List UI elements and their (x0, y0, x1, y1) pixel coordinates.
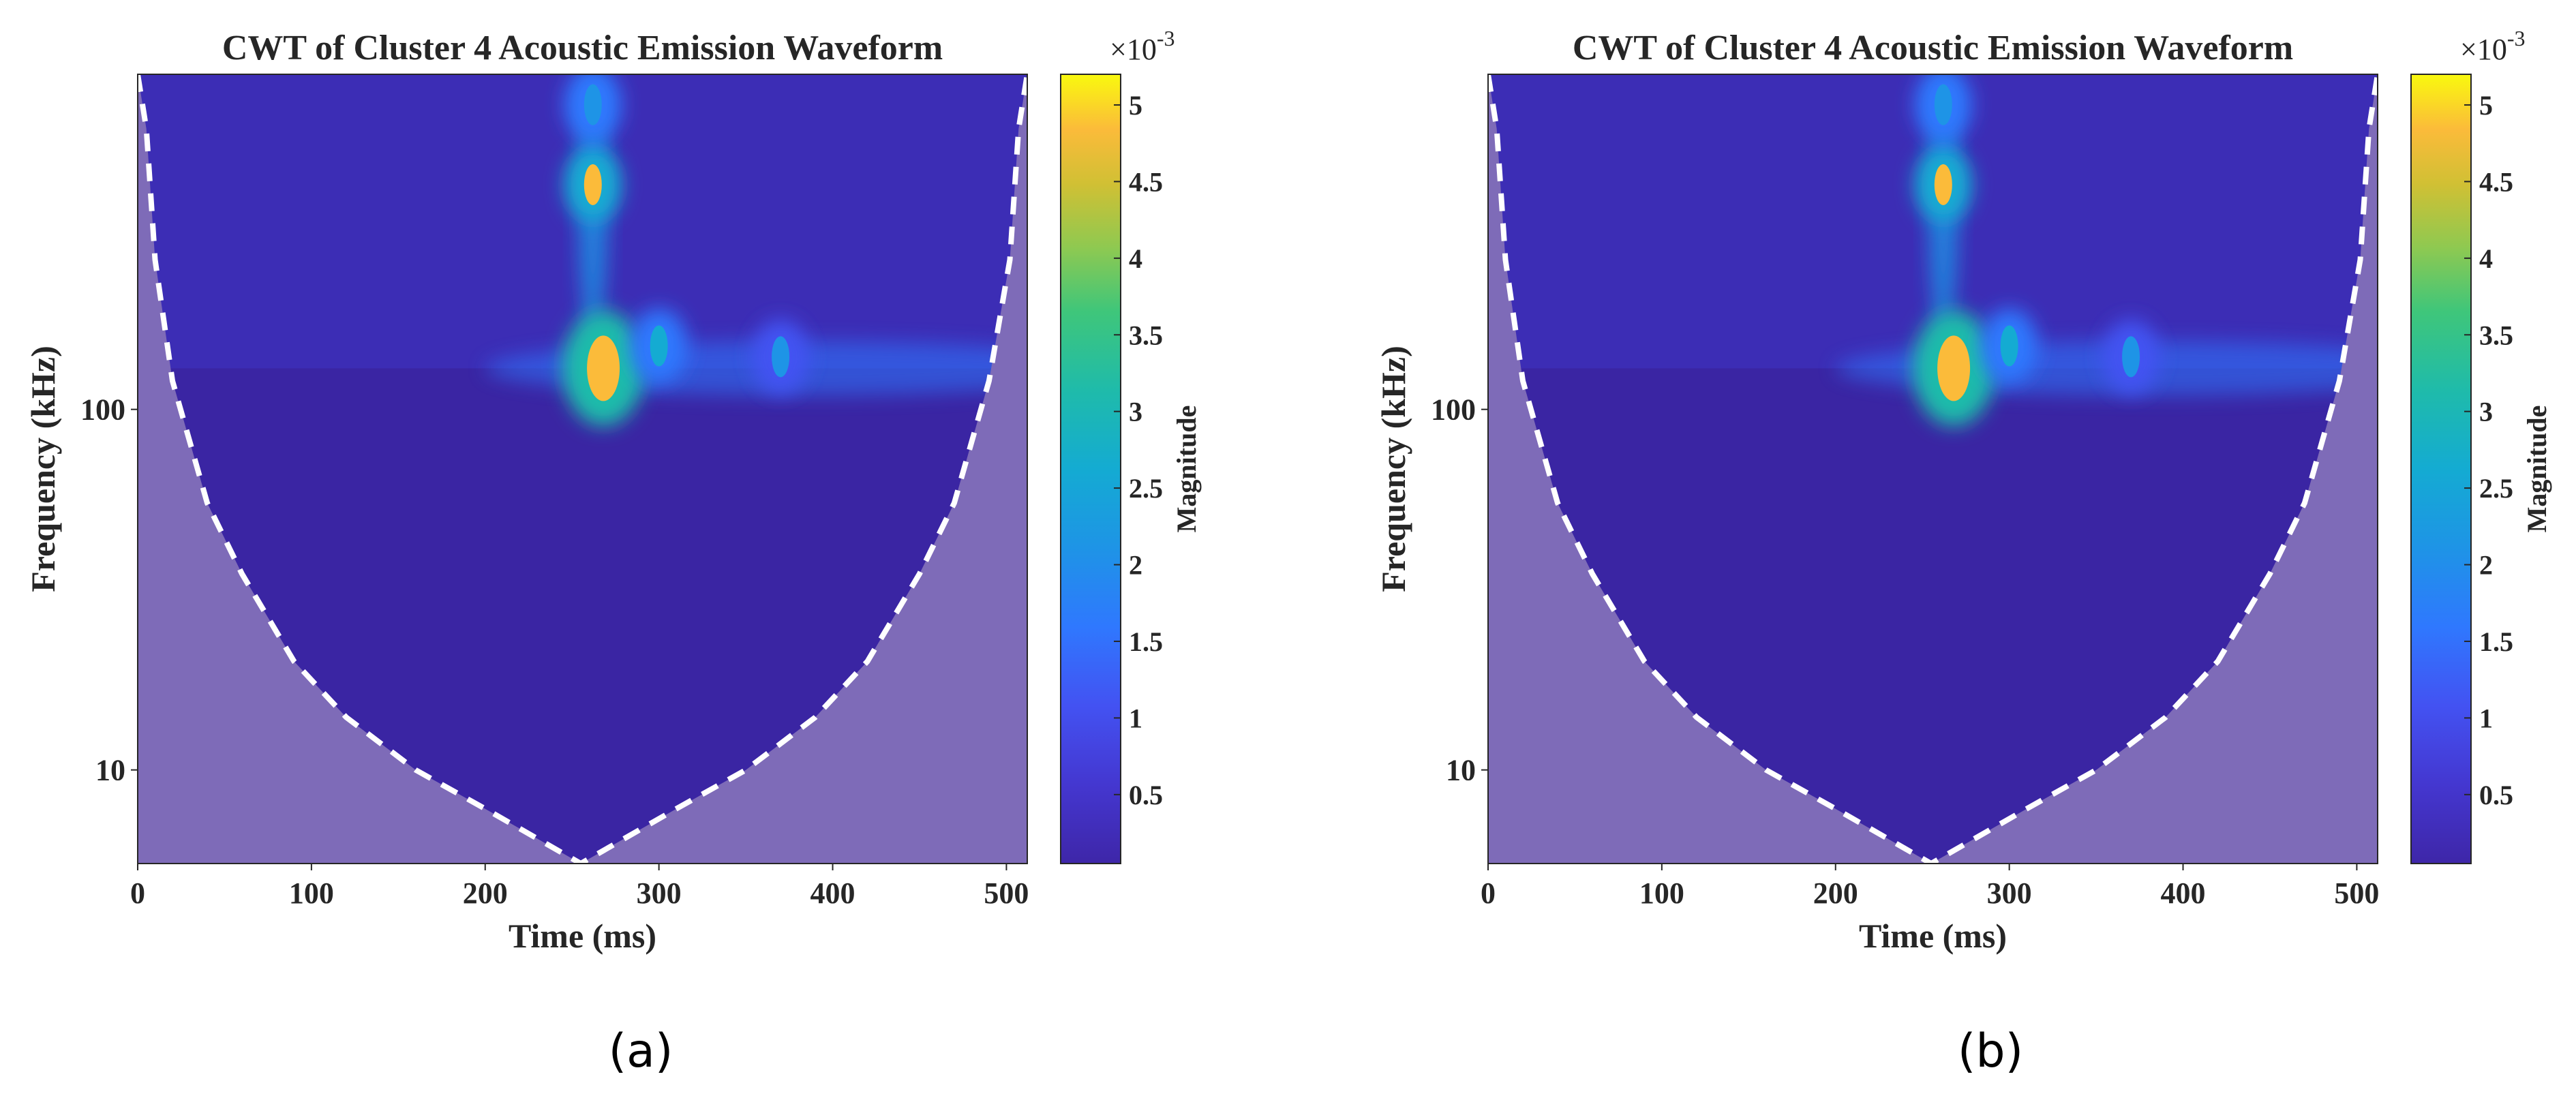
colorbar-tick-label: 2 (1129, 550, 1142, 581)
x-tick-label: 300 (1987, 876, 2032, 910)
colorbar-tick-label: 3.5 (1129, 320, 1163, 350)
x-tick-label: 300 (637, 876, 682, 910)
chart-title: CWT of Cluster 4 Acoustic Emission Wavef… (222, 29, 943, 67)
colorbar-multiplier-exponent: -3 (2507, 26, 2526, 50)
axes-frame (1487, 74, 2378, 864)
colorbar (1060, 74, 1121, 864)
heatmap-hotspots (485, 74, 1027, 427)
colorbar-tick-label: 3.5 (2479, 320, 2513, 350)
y-tick-label: 10 (1446, 754, 1476, 787)
y-tick-label: 10 (95, 754, 125, 787)
colorbar-tick-label: 2.5 (1129, 473, 1163, 504)
chart-title: CWT of Cluster 4 Acoustic Emission Wavef… (1573, 29, 2293, 67)
colorbar-tick-label: 3 (1129, 397, 1142, 427)
x-tick-label: 0 (1481, 876, 1496, 910)
x-tick-label: 400 (810, 876, 855, 910)
x-tick-label: 400 (2161, 876, 2206, 910)
hotspot-core (1934, 84, 1952, 125)
colorbar-tick-label: 1.5 (2479, 626, 2513, 657)
colorbar-tick-label: 4.5 (1129, 166, 1163, 197)
colorbar-multiplier-base: ×10 (2460, 33, 2507, 66)
colorbar-tick-label: 1.5 (1129, 626, 1163, 657)
x-tick-label: 200 (1813, 876, 1858, 910)
hotspot-core (2000, 325, 2018, 367)
x-tick-label: 100 (289, 876, 334, 910)
coi-shaded-region (138, 74, 1027, 864)
colorbar (2410, 74, 2472, 864)
x-axis-label: Time (ms) (1859, 917, 2007, 955)
panel-label: (b) (1958, 1024, 2023, 1078)
y-tick-label: 100 (1431, 393, 1476, 427)
hotspot-core (650, 325, 668, 367)
colorbar-multiplier-base: ×10 (1110, 33, 1157, 66)
hotspot-core (2122, 336, 2140, 378)
coi-shaded-region (1488, 74, 2378, 864)
colorbar-multiplier: ×10-3 (1110, 26, 1175, 66)
x-tick-label: 500 (2334, 876, 2379, 910)
colorbar-tick-label: 0.5 (2479, 780, 2513, 810)
colorbar-tick-label: 5 (1129, 90, 1142, 121)
colorbar-tick-label: 5 (2479, 90, 2493, 121)
hotspot-core (587, 335, 620, 401)
panel-label: (a) (609, 1024, 673, 1078)
colorbar-tick-label: 1 (1129, 703, 1142, 733)
colorbar-multiplier-exponent: -3 (1157, 26, 1175, 50)
colorbar-tick-label: 4.5 (2479, 166, 2513, 197)
hotspot-core (772, 336, 790, 378)
chart-panel-2: CWT of Cluster 4 Acoustic Emission Wavef… (1374, 26, 2552, 1078)
hotspot-core (584, 84, 602, 125)
x-tick-label: 0 (130, 876, 145, 910)
chart-panel-1: CWT of Cluster 4 Acoustic Emission Wavef… (24, 26, 1202, 1078)
colorbar-tick-label: 2.5 (2479, 473, 2513, 504)
colorbar-tick-label: 0.5 (1129, 780, 1163, 810)
colorbar-tick-label: 4 (2479, 243, 2493, 274)
heatmap-hotspots (1835, 74, 2378, 427)
y-axis-label: Frequency (kHz) (1374, 346, 1412, 592)
y-axis-label: Frequency (kHz) (24, 346, 62, 592)
axes-frame (137, 74, 1028, 864)
x-tick-label: 200 (463, 876, 508, 910)
colorbar-label: Magnitude (2521, 406, 2552, 533)
colorbar-tick-label: 1 (2479, 703, 2493, 733)
colorbar-tick-label: 3 (2479, 397, 2493, 427)
colorbar-tick-label: 2 (2479, 550, 2493, 581)
y-tick-label: 100 (80, 393, 125, 427)
colorbar-tick-label: 4 (1129, 243, 1142, 274)
hotspot-core (1934, 164, 1952, 205)
x-tick-label: 500 (984, 876, 1029, 910)
x-tick-label: 100 (1639, 876, 1684, 910)
hotspot-core (584, 164, 602, 205)
colorbar-label: Magnitude (1171, 406, 1202, 533)
colorbar-multiplier: ×10-3 (2460, 26, 2525, 66)
hotspot-core (1937, 335, 1971, 401)
x-axis-label: Time (ms) (509, 917, 656, 955)
